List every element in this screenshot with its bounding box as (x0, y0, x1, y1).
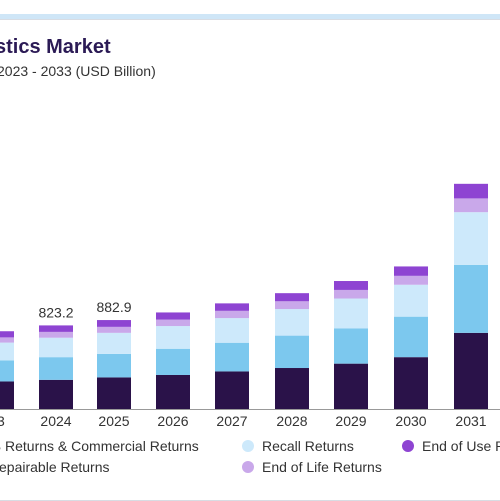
legend-item-end-of-life: End of Life Returns (242, 459, 382, 475)
bar-segment (97, 353, 131, 378)
bar-segment (97, 332, 131, 354)
bar-segment (275, 301, 309, 310)
bar-segment (275, 309, 309, 336)
bar-segment (454, 212, 488, 265)
bar-segment (215, 318, 249, 343)
x-tick-label: 2024 (40, 413, 71, 429)
legend-label: End of Life Returns (262, 459, 382, 475)
bar-segment (156, 319, 190, 327)
x-tick-label: 2029 (335, 413, 366, 429)
bar-segment (39, 331, 73, 338)
x-tick-label: 2031 (455, 413, 486, 429)
bar-segment (0, 360, 14, 382)
bar-segment (394, 284, 428, 317)
x-tick-label: 2026 (157, 413, 188, 429)
bar-segment (394, 275, 428, 285)
bar-segment (156, 312, 190, 320)
x-tick-label: 2030 (395, 413, 426, 429)
legend-label: epairable Returns (0, 459, 110, 475)
bar-segment (39, 337, 73, 358)
bar-segment (454, 183, 488, 199)
bar-segment (275, 293, 309, 302)
bar-segment (215, 342, 249, 372)
legend-item-commercial: 2B Returns & Commercial Returns (0, 438, 199, 454)
bar-segment (97, 377, 131, 409)
bar-segment (97, 320, 131, 327)
bar-segment (275, 335, 309, 369)
bar-segment (334, 363, 368, 409)
bar-segment (394, 316, 428, 358)
legend-label: End of Use R (422, 438, 500, 454)
legend-item-end-of-use: End of Use R (402, 438, 500, 454)
chart-subtitle: 2023 - 2033 (USD Billion) (0, 63, 156, 79)
bar-segment (156, 348, 190, 375)
bar-segment (454, 198, 488, 213)
bar-segment (454, 264, 488, 333)
bar-segment (454, 332, 488, 409)
bar-data-label: 882.9 (96, 299, 131, 315)
bar-segment (39, 357, 73, 380)
bar-segment (39, 379, 73, 409)
x-tick-label: 2025 (98, 413, 129, 429)
bar-segment (334, 281, 368, 290)
bar-segment (334, 298, 368, 329)
legend-dot (402, 440, 414, 452)
chart-card (0, 19, 500, 501)
x-tick-label: 2027 (216, 413, 247, 429)
bar-segment (275, 368, 309, 409)
bar-segment (215, 303, 249, 311)
bar-segment (39, 325, 73, 332)
bar-segment (97, 326, 131, 333)
chart-title: stics Market (0, 36, 111, 58)
bar-segment (334, 289, 368, 299)
legend-item-repairable: epairable Returns (0, 459, 110, 475)
bar-segment (156, 374, 190, 409)
bar-segment (215, 310, 249, 319)
bar-segment (215, 371, 249, 409)
bar-segment (334, 328, 368, 364)
legend-dot (242, 440, 254, 452)
x-tick-label: 23 (0, 413, 5, 429)
legend-label: Recall Returns (262, 438, 354, 454)
bar-data-label: 823.2 (38, 304, 73, 320)
top-accent-strip (0, 14, 500, 19)
bar-segment (394, 266, 428, 276)
bar-segment (0, 381, 14, 409)
legend-item-recall: Recall Returns (242, 438, 354, 454)
x-tick-label: 2028 (276, 413, 307, 429)
bar-segment (156, 326, 190, 349)
bar-segment (394, 357, 428, 409)
bar-segment (0, 337, 14, 343)
legend-label: 2B Returns & Commercial Returns (0, 438, 199, 454)
bar-segment (0, 331, 14, 338)
bar-segment (0, 342, 14, 361)
legend-dot (242, 461, 254, 473)
